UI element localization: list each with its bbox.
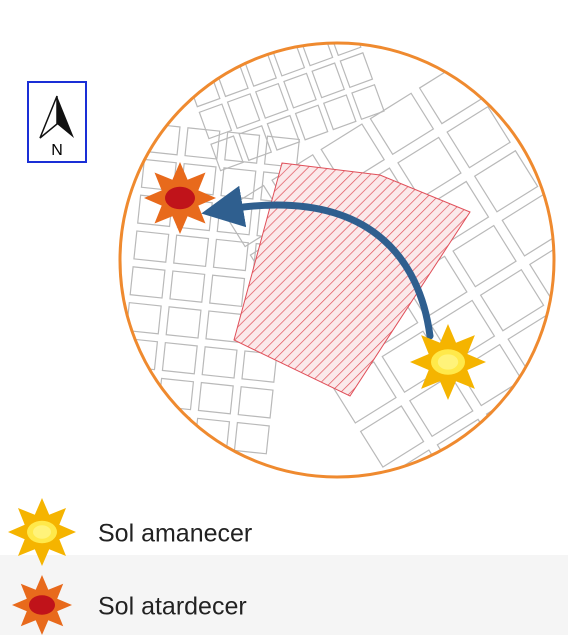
block (458, 343, 523, 407)
north-arrow-right (57, 96, 74, 138)
north-label: N (51, 142, 63, 159)
sun-path-circle (118, 41, 556, 479)
block (283, 72, 317, 109)
block (517, 43, 554, 63)
block (563, 402, 568, 463)
block (351, 83, 385, 121)
legend-background (0, 555, 568, 635)
legend-label: Sol atardecer (98, 593, 247, 621)
sun-core-center (33, 525, 51, 539)
block (397, 136, 462, 200)
block (263, 135, 300, 169)
sun-path-arrow (201, 185, 434, 340)
block (544, 44, 554, 108)
sun-core (165, 186, 195, 210)
block (479, 268, 545, 332)
block (550, 163, 554, 227)
block (294, 104, 329, 141)
block (201, 346, 238, 379)
block (184, 127, 221, 160)
block (165, 306, 202, 339)
block (161, 341, 198, 375)
block (120, 373, 155, 407)
block (416, 494, 479, 555)
block (557, 283, 568, 344)
block (446, 105, 511, 169)
block (224, 131, 261, 164)
block (320, 123, 386, 186)
block (254, 82, 289, 119)
block (210, 135, 244, 172)
block (311, 62, 346, 99)
sun-core-center (437, 354, 459, 370)
block (129, 266, 166, 299)
block (266, 114, 301, 151)
block (169, 270, 206, 303)
block (154, 413, 191, 447)
block (513, 431, 554, 477)
block (233, 421, 270, 455)
block (534, 357, 554, 420)
block (197, 381, 234, 415)
block (339, 52, 374, 89)
site-area (233, 162, 471, 397)
block (473, 149, 539, 213)
block (173, 234, 210, 268)
block (359, 405, 425, 468)
legend-label: Sol amanecer (98, 520, 252, 548)
sun-icons (8, 162, 486, 635)
block (501, 194, 554, 257)
block (226, 93, 261, 130)
block (120, 409, 151, 442)
block (408, 374, 474, 438)
block (327, 43, 362, 57)
block (452, 224, 517, 288)
block (237, 386, 274, 419)
block (528, 238, 554, 301)
block (198, 103, 233, 140)
block (322, 94, 357, 131)
block (464, 462, 529, 477)
block (238, 125, 273, 162)
sun-core (29, 595, 55, 615)
block-grid (186, 43, 385, 172)
block (212, 238, 249, 272)
block (369, 92, 435, 156)
north-arrow: N (27, 81, 87, 163)
block (133, 230, 170, 263)
block (467, 43, 533, 94)
block (209, 274, 246, 308)
